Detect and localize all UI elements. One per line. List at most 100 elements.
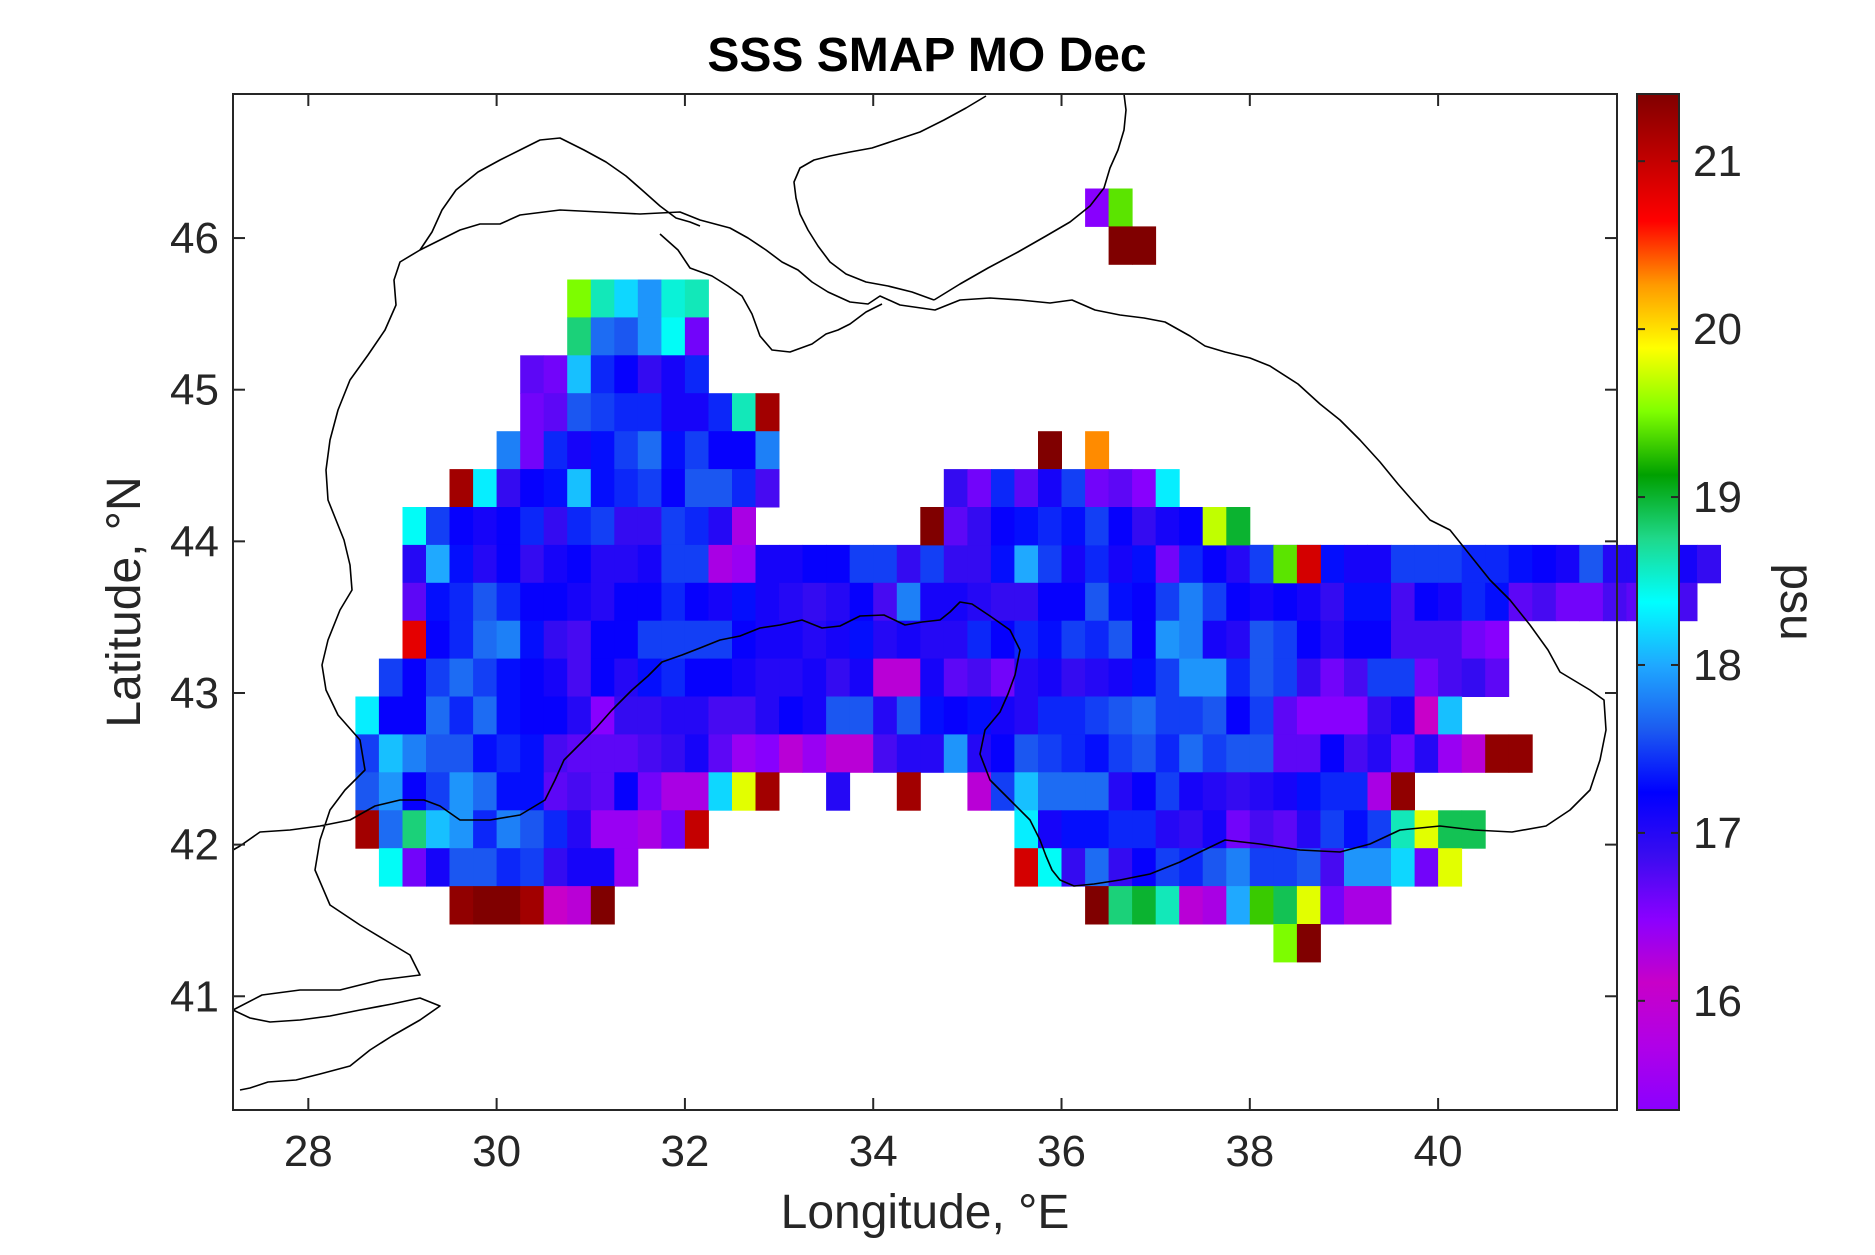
salinity-cells (355, 188, 1721, 963)
salinity-cell (402, 848, 427, 887)
salinity-cell (426, 734, 450, 773)
salinity-cell (1038, 469, 1062, 508)
salinity-cell (1414, 734, 1439, 773)
salinity-cell (426, 620, 450, 660)
salinity-cell (1038, 582, 1062, 622)
salinity-cell (1249, 620, 1274, 660)
salinity-cell (1320, 658, 1345, 697)
salinity-cell (1249, 734, 1274, 773)
salinity-cell (1085, 582, 1110, 622)
salinity-cell (1202, 544, 1227, 584)
salinity-cell (661, 810, 686, 849)
x-tick-label: 28 (284, 1127, 333, 1176)
salinity-cell (590, 279, 615, 318)
salinity-cell (1226, 886, 1251, 925)
salinity-cell (520, 620, 545, 660)
salinity-cell (708, 393, 733, 432)
salinity-cell (943, 620, 968, 660)
salinity-cell (920, 734, 945, 773)
salinity-cell (873, 658, 898, 697)
salinity-cell (802, 734, 827, 773)
salinity-cell (567, 431, 592, 470)
salinity-cell (684, 810, 709, 849)
salinity-cell (449, 696, 474, 735)
salinity-cell (1344, 886, 1368, 925)
salinity-cell (1461, 734, 1486, 773)
coastline-crimea (659, 233, 883, 353)
salinity-cell (1532, 582, 1557, 622)
salinity-cell (520, 772, 545, 811)
salinity-cell (755, 393, 780, 432)
salinity-cell (1273, 582, 1298, 622)
salinity-cell (1085, 658, 1110, 697)
salinity-cell (496, 658, 521, 697)
salinity-cell (1391, 620, 1415, 660)
salinity-cell (590, 582, 615, 622)
x-tick-label: 32 (660, 1127, 709, 1176)
salinity-cell (614, 848, 639, 887)
salinity-cell (1391, 696, 1415, 735)
salinity-cell (1249, 582, 1274, 622)
salinity-cell (543, 507, 568, 546)
salinity-cell (520, 810, 545, 849)
salinity-cell (590, 658, 615, 697)
salinity-cell (1014, 582, 1039, 622)
salinity-cell (1367, 658, 1392, 697)
salinity-cell (473, 734, 498, 773)
salinity-cell (967, 772, 992, 811)
salinity-cell (614, 810, 639, 849)
salinity-cell (1296, 582, 1321, 622)
salinity-cell (708, 431, 733, 470)
salinity-cell (543, 810, 568, 849)
salinity-cell (920, 544, 945, 584)
salinity-cell (990, 696, 1015, 735)
salinity-cell (1132, 696, 1157, 735)
salinity-cell (708, 507, 733, 546)
salinity-cell (1108, 620, 1133, 660)
salinity-cell (873, 734, 898, 773)
salinity-cell (543, 431, 568, 470)
salinity-cell (1202, 810, 1227, 849)
salinity-cell (1132, 810, 1157, 849)
salinity-cell (567, 810, 592, 849)
salinity-cell (1391, 582, 1415, 622)
salinity-cell (1602, 582, 1627, 622)
salinity-cell (473, 810, 498, 849)
salinity-cell (990, 582, 1015, 622)
salinity-cell (1438, 658, 1463, 697)
salinity-cell (473, 620, 498, 660)
salinity-cell (1132, 226, 1157, 265)
salinity-cell (1108, 734, 1133, 773)
salinity-cell (1085, 469, 1110, 508)
salinity-cell (543, 582, 568, 622)
salinity-cell (590, 544, 615, 584)
salinity-cell (355, 696, 380, 735)
salinity-cell (426, 658, 450, 697)
salinity-cell (1273, 886, 1298, 925)
salinity-cell (732, 582, 756, 622)
salinity-cell (1179, 886, 1204, 925)
salinity-cell (567, 620, 592, 660)
salinity-cell (614, 279, 639, 318)
salinity-cell (1555, 582, 1580, 622)
salinity-cell (1132, 658, 1157, 697)
coastline-north-bays (419, 137, 701, 251)
salinity-cell (1296, 734, 1321, 773)
salinity-cell (567, 696, 592, 735)
salinity-cell (614, 696, 639, 735)
salinity-cell (1085, 848, 1110, 887)
salinity-cell (684, 620, 709, 660)
salinity-cell (732, 469, 756, 508)
salinity-cell (1179, 620, 1204, 660)
y-tick-label: 42 (170, 821, 219, 870)
salinity-cell (1508, 734, 1533, 773)
salinity-cell (732, 734, 756, 773)
salinity-cell (1155, 544, 1180, 584)
salinity-cell (496, 848, 521, 887)
salinity-cell (896, 734, 921, 773)
salinity-cell (1132, 734, 1157, 773)
salinity-cell (684, 772, 709, 811)
y-tick-label: 41 (170, 972, 219, 1021)
salinity-cell (1014, 469, 1039, 508)
colorbar-tick-label: 20 (1693, 305, 1742, 354)
